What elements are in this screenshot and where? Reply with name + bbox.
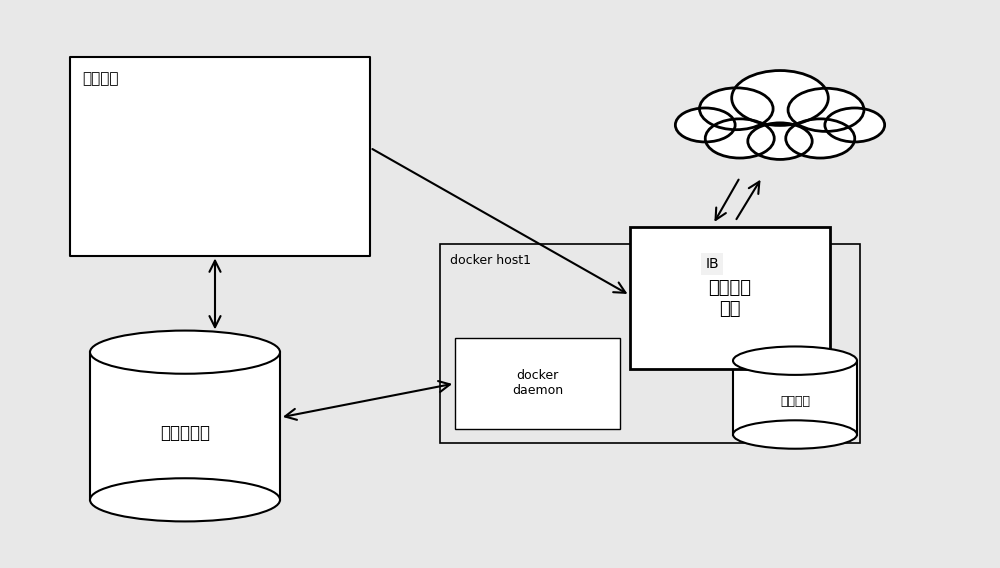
Text: IB: IB [705,257,719,271]
Circle shape [788,88,864,131]
Text: 节点缓存: 节点缓存 [780,395,810,408]
Bar [455,338,620,429]
Circle shape [748,123,812,160]
Text: docker host1: docker host1 [450,254,531,268]
Bar [90,352,280,500]
Bar [733,361,857,435]
Circle shape [732,70,828,126]
Ellipse shape [90,331,280,374]
Bar [630,227,830,369]
Circle shape [825,108,885,142]
Ellipse shape [733,420,857,449]
Text: 主仓库模块: 主仓库模块 [160,424,210,442]
Circle shape [675,108,735,142]
Circle shape [705,119,774,158]
Ellipse shape [733,346,857,375]
Ellipse shape [90,478,280,521]
Bar [440,244,860,443]
Circle shape [786,119,855,158]
Text: docker
daemon: docker daemon [512,369,563,398]
Bar [70,57,370,256]
Text: 调度模块: 调度模块 [82,71,119,86]
Text: 节点处理
模块: 节点处理 模块 [708,279,752,318]
Circle shape [700,88,773,130]
